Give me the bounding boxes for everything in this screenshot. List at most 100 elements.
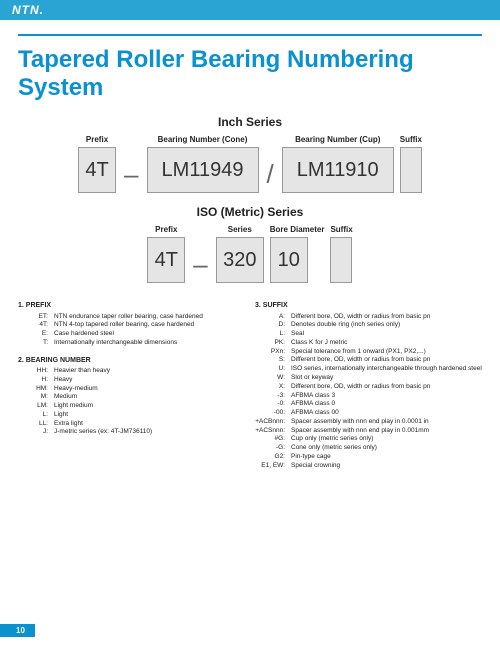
def-row: L:Light <box>18 411 245 420</box>
iso-bore-label: Bore Diameter <box>270 225 325 234</box>
def-key: HH: <box>18 367 54 376</box>
def-value: Extra light <box>54 420 245 429</box>
def-key: 4T: <box>18 321 54 330</box>
iso-suffix-box <box>330 237 352 283</box>
def-key: M: <box>18 393 54 402</box>
page-title: Tapered Roller Bearing Numbering System <box>18 46 482 101</box>
prefix-defs-head: 1. PREFIX <box>18 301 245 310</box>
def-row: ET:NTN endurance taper roller bearing, c… <box>18 313 245 322</box>
inch-cup-box: LM11910 <box>282 147 394 193</box>
def-row: W:Slot or keyway <box>255 374 482 383</box>
def-value: Internationally interchangeable dimensio… <box>54 339 245 348</box>
def-key: #G: <box>255 435 291 444</box>
def-row: J:J-metric series (ex: 4T-JM736110) <box>18 428 245 437</box>
inch-prefix-box: 4T <box>78 147 116 193</box>
def-key: X: <box>255 383 291 392</box>
def-value: Light <box>54 411 245 420</box>
def-value: ISO series, internationally interchangea… <box>291 365 482 374</box>
def-value: AFBMA class 00 <box>291 409 482 418</box>
def-key: J: <box>18 428 54 437</box>
page-number: 10 <box>0 624 35 637</box>
iso-suffix-label: Suffix <box>330 225 352 234</box>
iso-prefix-label: Prefix <box>147 225 185 234</box>
inch-slash: / <box>265 161 276 187</box>
def-value: Medium <box>54 393 245 402</box>
def-value: NTN 4-top tapered roller bearing, case h… <box>54 321 245 330</box>
def-key: D: <box>255 321 291 330</box>
def-row: H:Heavy <box>18 376 245 385</box>
def-key: L: <box>18 411 54 420</box>
brand-logo: NTN. <box>12 3 44 17</box>
def-row: X:Different bore, OD, width or radius fr… <box>255 383 482 392</box>
def-row: LM:Light medium <box>18 402 245 411</box>
def-key: LL: <box>18 420 54 429</box>
def-value: Denotes double ring (inch series only) <box>291 321 482 330</box>
defs-col-right: 3. SUFFIX A: Different bore, OD, width or… <box>255 301 482 470</box>
def-key: PK: <box>255 339 291 348</box>
defs-col-left: 1. PREFIX ET:NTN endurance taper roller … <box>18 301 245 470</box>
def-row: L:Seal <box>255 330 482 339</box>
def-row: LL:Extra light <box>18 420 245 429</box>
def-value: J-metric series (ex: 4T-JM736110) <box>54 428 245 437</box>
def-row: PXn:Special tolerance from 1 onward (PX1… <box>255 348 482 357</box>
inch-prefix-label: Prefix <box>78 135 116 144</box>
def-value: Seal <box>291 330 482 339</box>
def-value: Heavier than heavy <box>54 367 245 376</box>
def-row: -0:AFBMA class 0 <box>255 400 482 409</box>
def-row: D:Denotes double ring (inch series only) <box>255 321 482 330</box>
def-row: E1, EW:Special crowning <box>255 462 482 471</box>
inch-suffix-label: Suffix <box>400 135 422 144</box>
def-value: Case hardened steel <box>54 330 245 339</box>
iso-bore-box: 10 <box>270 237 308 283</box>
inch-row: Prefix 4T – Bearing Number (Cone) LM1194… <box>18 135 482 193</box>
def-value: Cone only (metric series only) <box>291 444 482 453</box>
def-row: A:Different bore, OD, width or radius fr… <box>255 313 482 322</box>
def-value: Cup only (metric series only) <box>291 435 482 444</box>
def-key: HM: <box>18 385 54 394</box>
def-key: ET: <box>18 313 54 322</box>
def-value: Special tolerance from 1 onward (PX1, PX… <box>291 348 482 357</box>
def-value: Heavy-medium <box>54 385 245 394</box>
def-row: U:ISO series, internationally interchang… <box>255 365 482 374</box>
def-row: -00:AFBMA class 00 <box>255 409 482 418</box>
def-value: Slot or keyway <box>291 374 482 383</box>
iso-row: Prefix 4T – Series 320 Bore Diameter 10 … <box>18 225 482 283</box>
def-value: Special crowning <box>291 462 482 471</box>
inch-heading: Inch Series <box>18 115 482 129</box>
iso-series-box: 320 <box>216 237 264 283</box>
def-row: G2:Pin-type cage <box>255 453 482 462</box>
def-key: T: <box>18 339 54 348</box>
inch-cone-label: Bearing Number (Cone) <box>147 135 259 144</box>
def-value: Spacer assembly with nnn end play in 0.0… <box>291 427 482 436</box>
def-key: S: <box>255 356 291 365</box>
def-row: S:Different bore, OD, width or radius fr… <box>255 356 482 365</box>
def-value: AFBMA class 0 <box>291 400 482 409</box>
def-value: NTN endurance taper roller bearing, case… <box>54 313 245 322</box>
def-key: L: <box>255 330 291 339</box>
def-key: PXn: <box>255 348 291 357</box>
definitions: 1. PREFIX ET:NTN endurance taper roller … <box>18 301 482 470</box>
def-row: M:Medium <box>18 393 245 402</box>
def-value: Pin-type cage <box>291 453 482 462</box>
bearing-defs-head: 2. BEARING NUMBER <box>18 356 245 365</box>
def-key: H: <box>18 376 54 385</box>
inch-cup-label: Bearing Number (Cup) <box>282 135 394 144</box>
def-key: A: <box>255 313 291 322</box>
def-value: Different bore, OD, width or radius from… <box>291 383 482 392</box>
def-row: PK:Class K for J metric <box>255 339 482 348</box>
iso-heading: ISO (Metric) Series <box>18 205 482 219</box>
def-row: +ACBnnn:Spacer assembly with nnn end pla… <box>255 418 482 427</box>
brand-bar: NTN. <box>0 0 500 20</box>
def-value: AFBMA class 3 <box>291 392 482 401</box>
iso-prefix-box: 4T <box>147 237 185 283</box>
def-row: -3:AFBMA class 3 <box>255 392 482 401</box>
def-value: Light medium <box>54 402 245 411</box>
suffix-defs-head: 3. SUFFIX <box>255 301 482 310</box>
iso-dash: – <box>191 251 209 277</box>
iso-series-label: Series <box>216 225 264 234</box>
title-rule <box>18 34 482 36</box>
bearing-defs-list: HH:Heavier than heavyH:HeavyHM:Heavy-med… <box>18 367 245 437</box>
suffix-defs-list: A: Different bore, OD, width or radius fr… <box>255 313 482 471</box>
def-key: U: <box>255 365 291 374</box>
def-value: Spacer assembly with nnn end play in 0.0… <box>291 418 482 427</box>
